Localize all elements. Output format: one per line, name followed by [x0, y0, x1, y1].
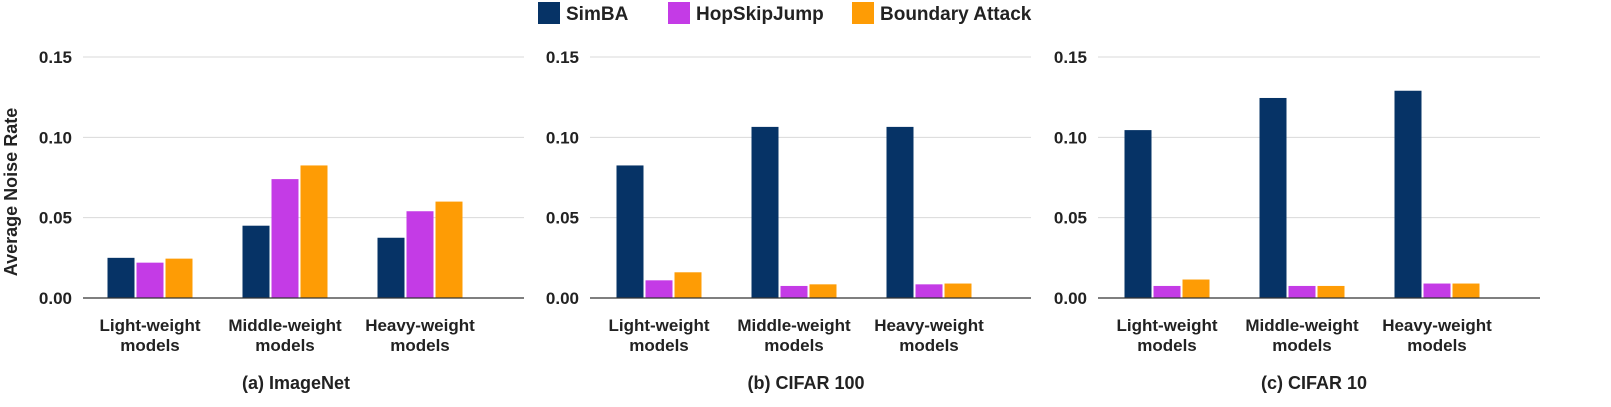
- bar-hopskipjump-middle-weight: [271, 179, 299, 298]
- bar-hopskipjump-light-weight: [645, 280, 673, 298]
- bar-boundary-attack-heavy-weight: [435, 201, 463, 298]
- chart-panel-2: 0.000.050.100.15Light-weightmodelsMiddle…: [546, 48, 1031, 393]
- x-tick-label: models: [1272, 336, 1332, 355]
- x-tick-label: Middle-weight: [228, 316, 342, 335]
- chart-panel-1: 0.000.050.100.15Light-weightmodelsMiddle…: [39, 48, 524, 393]
- bar-hopskipjump-middle-weight: [1288, 285, 1316, 298]
- bar-simba-heavy-weight: [886, 126, 914, 298]
- y-tick-label: 0.00: [1054, 289, 1087, 308]
- legend-label-boundary-attack: Boundary Attack: [880, 4, 1032, 25]
- bar-boundary-attack-heavy-weight: [944, 283, 972, 298]
- x-tick-label: Middle-weight: [737, 316, 851, 335]
- x-tick-label: Heavy-weight: [874, 316, 984, 335]
- bar-simba-middle-weight: [1259, 97, 1287, 298]
- bar-simba-heavy-weight: [377, 237, 405, 298]
- bar-simba-light-weight: [1124, 130, 1152, 298]
- chart-panel-3: 0.000.050.100.15Light-weightmodelsMiddle…: [1054, 48, 1540, 393]
- y-tick-label: 0.15: [1054, 48, 1087, 67]
- x-tick-label: Light-weight: [608, 316, 709, 335]
- x-tick-label: models: [764, 336, 824, 355]
- x-tick-label: Light-weight: [1116, 316, 1217, 335]
- legend-swatch-hopskipjump: [668, 2, 690, 24]
- bar-hopskipjump-light-weight: [136, 262, 164, 298]
- bar-simba-middle-weight: [242, 225, 270, 298]
- x-tick-label: models: [1407, 336, 1467, 355]
- x-tick-label: Heavy-weight: [365, 316, 475, 335]
- bar-simba-light-weight: [107, 257, 135, 298]
- bar-hopskipjump-heavy-weight: [915, 284, 943, 298]
- legend-item-simba: SimBA: [538, 2, 629, 25]
- bar-boundary-attack-light-weight: [165, 258, 193, 298]
- x-tick-label: models: [255, 336, 315, 355]
- x-tick-label: Heavy-weight: [1382, 316, 1492, 335]
- y-axis-label: Average Noise Rate: [1, 108, 21, 276]
- legend-swatch-simba: [538, 2, 560, 24]
- chart-title: (b) CIFAR 100: [747, 373, 864, 393]
- y-tick-label: 0.10: [39, 128, 72, 147]
- y-tick-label: 0.05: [1054, 209, 1087, 228]
- bar-boundary-attack-light-weight: [1182, 279, 1210, 298]
- bar-hopskipjump-heavy-weight: [406, 211, 434, 298]
- chart-panels: 0.000.050.100.15Light-weightmodelsMiddle…: [39, 48, 1540, 393]
- bar-boundary-attack-light-weight: [674, 272, 702, 298]
- y-tick-label: 0.15: [546, 48, 579, 67]
- x-tick-label: models: [899, 336, 959, 355]
- y-tick-label: 0.00: [39, 289, 72, 308]
- bar-simba-light-weight: [616, 165, 644, 298]
- bar-boundary-attack-heavy-weight: [1452, 283, 1480, 298]
- bar-boundary-attack-middle-weight: [1317, 285, 1345, 298]
- bar-boundary-attack-middle-weight: [809, 284, 837, 298]
- bar-hopskipjump-heavy-weight: [1423, 283, 1451, 298]
- bar-simba-heavy-weight: [1394, 90, 1422, 299]
- chart-title: (c) CIFAR 10: [1261, 373, 1367, 393]
- bar-boundary-attack-middle-weight: [300, 165, 328, 298]
- bar-hopskipjump-middle-weight: [780, 285, 808, 298]
- bar-simba-middle-weight: [751, 126, 779, 298]
- y-tick-label: 0.10: [1054, 128, 1087, 147]
- y-tick-label: 0.15: [39, 48, 72, 67]
- legend-item-hopskipjump: HopSkipJump: [668, 2, 824, 25]
- y-tick-label: 0.05: [39, 209, 72, 228]
- legend-label-hopskipjump: HopSkipJump: [696, 4, 824, 25]
- legend: SimBA HopSkipJump Boundary Attack: [538, 2, 1032, 25]
- x-tick-label: models: [1137, 336, 1197, 355]
- y-tick-label: 0.00: [546, 289, 579, 308]
- x-tick-label: Middle-weight: [1245, 316, 1359, 335]
- y-tick-label: 0.05: [546, 209, 579, 228]
- bar-hopskipjump-light-weight: [1153, 285, 1181, 298]
- chart-title: (a) ImageNet: [242, 373, 350, 393]
- x-tick-label: models: [390, 336, 450, 355]
- y-tick-label: 0.10: [546, 128, 579, 147]
- x-tick-label: models: [120, 336, 180, 355]
- legend-swatch-boundary-attack: [852, 2, 874, 24]
- legend-item-boundary-attack: Boundary Attack: [852, 2, 1032, 25]
- x-tick-label: models: [629, 336, 689, 355]
- x-tick-label: Light-weight: [99, 316, 200, 335]
- legend-label-simba: SimBA: [566, 4, 629, 25]
